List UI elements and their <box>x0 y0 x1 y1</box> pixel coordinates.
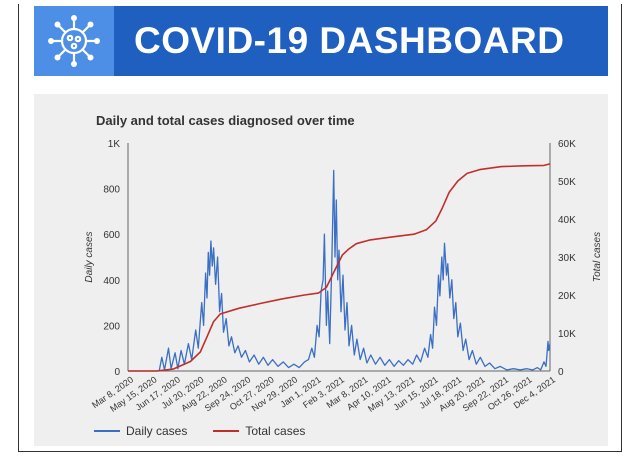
legend-item-daily: Daily cases <box>94 424 187 438</box>
legend-label-total: Total cases <box>245 424 306 438</box>
series-line-daily-cases <box>128 169 551 372</box>
legend-swatch-daily <box>94 430 120 432</box>
y-tick-label: 0 <box>114 367 120 378</box>
y-axis-label: Daily cases <box>84 231 95 282</box>
legend-swatch-total <box>213 430 240 432</box>
chart-legend: Daily cases Total cases <box>94 424 331 438</box>
y2-tick-label: 60K <box>558 139 576 150</box>
y2-axis-label: Total cases <box>592 232 603 282</box>
y2-tick-label: 0 <box>558 367 564 378</box>
y2-tick-label: 50K <box>558 177 576 188</box>
legend-label-daily: Daily cases <box>126 424 188 438</box>
y2-tick-label: 10K <box>558 329 576 340</box>
cases-chart: Daily and total cases diagnosed over tim… <box>84 113 603 414</box>
virus-icon <box>34 6 114 76</box>
y2-tick-label: 40K <box>558 215 576 226</box>
y-tick-label: 200 <box>103 321 120 332</box>
y-tick-label: 800 <box>103 185 120 196</box>
chart-title: Daily and total cases diagnosed over tim… <box>96 113 355 128</box>
y2-tick-label: 30K <box>558 253 576 264</box>
dashboard-frame <box>18 4 622 452</box>
y-tick-label: 400 <box>103 276 120 287</box>
y-tick-label: 600 <box>103 230 120 241</box>
series-line-total-cases <box>128 163 551 372</box>
legend-item-total: Total cases <box>213 424 305 438</box>
chart-panel: Daily and total cases diagnosed over tim… <box>34 94 608 446</box>
y2-tick-label: 20K <box>558 291 576 302</box>
y-tick-label: 1K <box>108 139 121 150</box>
dashboard-title: COVID-19 DASHBOARD <box>134 20 565 61</box>
dashboard-header: COVID-19 DASHBOARD <box>34 6 608 76</box>
